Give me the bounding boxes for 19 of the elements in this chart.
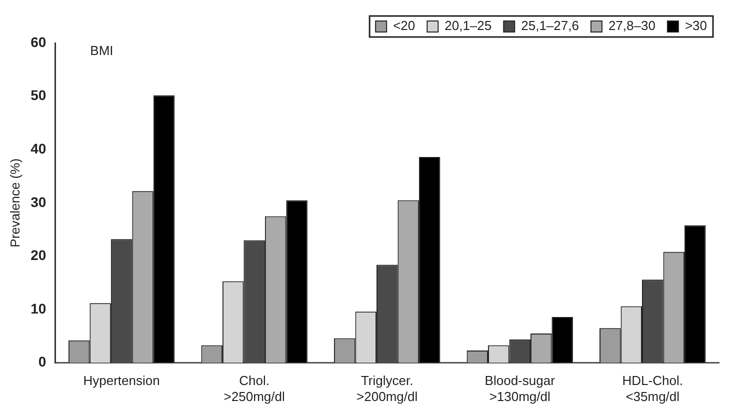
y-tick-label: 0 — [38, 354, 46, 370]
legend-label: 25,1–27,6 — [521, 18, 579, 34]
y-tick-label: 30 — [30, 194, 46, 210]
x-tick-label: Hypertension — [83, 373, 160, 388]
y-axis-title: Prevalence (%) — [7, 158, 22, 248]
legend-label: 27,8–30 — [608, 18, 656, 34]
x-tick-label: Triglycer. >200mg/dl — [356, 373, 418, 404]
y-tick-label: 20 — [30, 247, 46, 264]
legend-title: BMI — [90, 43, 114, 58]
y-tick-label: 60 — [30, 34, 46, 50]
x-tick-label: Chol. >250mg/dl — [224, 373, 285, 404]
x-tick-label: HDL-Chol. <35mg/dl — [622, 373, 683, 404]
y-tick-label: 50 — [30, 87, 46, 104]
x-tick-label: Blood-sugar >130mg/dl — [484, 373, 556, 404]
legend-label: 20,1–25 — [444, 18, 492, 34]
y-tick-label: 40 — [30, 140, 46, 156]
legend-label: >30 — [684, 18, 708, 34]
legend-label: <20 — [393, 18, 416, 34]
y-tick-label: 10 — [30, 300, 46, 316]
